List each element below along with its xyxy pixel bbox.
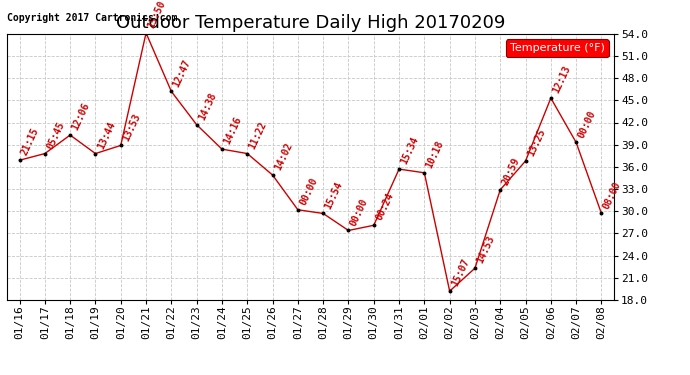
Point <box>14 157 25 163</box>
Text: 12:13: 12:13 <box>551 64 572 95</box>
Title: Outdoor Temperature Daily High 20170209: Outdoor Temperature Daily High 20170209 <box>116 14 505 32</box>
Text: 14:53: 14:53 <box>475 234 496 265</box>
Text: 10:18: 10:18 <box>424 139 446 170</box>
Text: 15:50: 15:50 <box>146 0 168 30</box>
Point <box>191 122 202 128</box>
Point <box>545 95 556 101</box>
Point <box>90 151 101 157</box>
Text: 13:44: 13:44 <box>95 120 117 151</box>
Text: 11:22: 11:22 <box>247 120 268 151</box>
Point <box>520 158 531 164</box>
Text: 21:15: 21:15 <box>19 126 41 157</box>
Text: 00:00: 00:00 <box>298 176 319 207</box>
Text: 15:34: 15:34 <box>399 135 420 166</box>
Text: 15:07: 15:07 <box>450 257 471 288</box>
Point <box>267 172 278 178</box>
Point <box>469 265 480 271</box>
Text: 00:00: 00:00 <box>348 196 370 228</box>
Text: 14:02: 14:02 <box>273 141 294 172</box>
Text: Copyright 2017 Cartronics.com: Copyright 2017 Cartronics.com <box>7 13 177 23</box>
Point <box>444 288 455 294</box>
Point <box>368 222 380 228</box>
Point <box>596 210 607 216</box>
Text: 14:16: 14:16 <box>222 116 244 146</box>
Point <box>65 132 76 138</box>
Text: 00:24: 00:24 <box>374 192 395 222</box>
Text: 12:06: 12:06 <box>70 101 92 132</box>
Text: 08:00: 08:00 <box>602 180 623 210</box>
Point <box>571 140 582 146</box>
Point <box>217 146 228 152</box>
Point <box>115 142 126 148</box>
Text: 05:45: 05:45 <box>45 120 66 151</box>
Point <box>166 88 177 94</box>
Point <box>39 151 50 157</box>
Point <box>293 207 304 213</box>
Point <box>495 187 506 193</box>
Text: 13:53: 13:53 <box>121 112 142 142</box>
Text: 20:59: 20:59 <box>500 156 522 187</box>
Text: 13:25: 13:25 <box>526 127 547 158</box>
Point <box>419 170 430 176</box>
Text: 14:38: 14:38 <box>197 91 218 122</box>
Legend: Temperature (°F): Temperature (°F) <box>506 39 609 57</box>
Point <box>393 166 404 172</box>
Point <box>317 210 328 216</box>
Text: 12:47: 12:47 <box>171 58 193 88</box>
Text: 00:00: 00:00 <box>576 109 598 140</box>
Point <box>141 30 152 36</box>
Point <box>343 228 354 234</box>
Text: 15:54: 15:54 <box>323 180 344 210</box>
Point <box>241 151 253 157</box>
